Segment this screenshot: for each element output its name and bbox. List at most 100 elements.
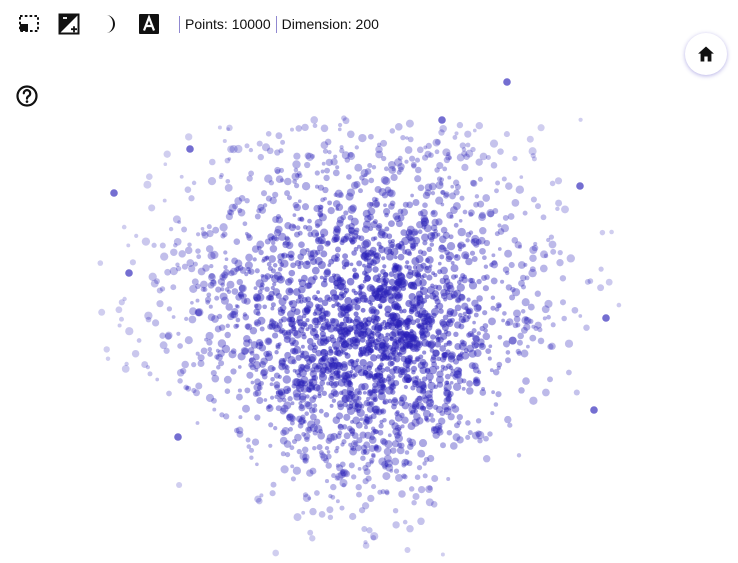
scatter-point (335, 499, 340, 504)
box-select-button[interactable] (16, 11, 42, 37)
scatter-point (473, 377, 479, 382)
scatter-point (390, 374, 396, 380)
scatter-point (255, 338, 264, 347)
scatter-point (247, 269, 252, 274)
scatter-point (297, 217, 302, 222)
scatter-point (345, 394, 354, 402)
scatter-point (252, 293, 261, 302)
scatter-point (414, 311, 421, 318)
scatter-point (456, 283, 465, 292)
scatter-point (256, 208, 262, 214)
scatter-point (217, 349, 225, 358)
scatter-point (482, 310, 488, 316)
scatter-point (255, 342, 263, 350)
scatter-point (482, 255, 487, 261)
scatter-point (378, 387, 386, 395)
scatter-point (409, 242, 416, 249)
scatter-point (342, 117, 350, 125)
scatter-point (482, 323, 489, 329)
scatter-point (364, 413, 369, 419)
scatter-point (358, 133, 367, 143)
scatter-point (159, 242, 166, 249)
scatter-point (415, 384, 420, 389)
scatter-point (217, 125, 222, 130)
scatter-point (541, 305, 550, 314)
scatter-point (506, 318, 514, 326)
scatter-point (397, 253, 405, 261)
scatter-point (432, 431, 440, 439)
scatter-point (433, 404, 439, 410)
scatter-point (519, 274, 527, 282)
scatter-point (501, 176, 507, 182)
scatter-point (151, 242, 157, 248)
scatter-point (242, 313, 250, 321)
scatter-point (317, 393, 322, 399)
scatter-point (489, 262, 494, 268)
scatter-point (176, 481, 183, 489)
scatter-point (287, 277, 294, 284)
scatter-point (326, 450, 331, 454)
toolbar-separator (275, 15, 277, 33)
scatter-point (280, 404, 289, 413)
scatter-point (299, 248, 308, 256)
scatter-point (310, 153, 316, 159)
scatter-point (409, 282, 418, 290)
scatter-point (335, 246, 341, 253)
scatter-point (369, 460, 374, 465)
scatter-point (419, 405, 425, 411)
scatter-point (298, 241, 305, 249)
scatter-point (278, 167, 285, 173)
scatter-point (328, 363, 334, 368)
scatter-point (188, 265, 196, 273)
scatter-point (238, 291, 244, 297)
text-label-button[interactable] (136, 11, 162, 37)
scatter-point (224, 388, 231, 394)
scatter-point (445, 395, 452, 402)
scatter-point (284, 177, 292, 186)
scatter-point (223, 375, 232, 384)
scatter-point (293, 393, 301, 401)
scatter-point (325, 158, 333, 167)
scatter-point (398, 240, 405, 247)
scatter-point (348, 231, 354, 237)
scatter-point (317, 184, 324, 191)
scatter-point (450, 274, 457, 280)
scatter-point (465, 231, 472, 238)
scatter-point (373, 236, 378, 241)
dark-mode-button[interactable] (96, 11, 122, 37)
scatter-point (388, 419, 395, 426)
scatter-point (533, 325, 539, 332)
scatter-point (249, 455, 254, 460)
scatter-point (495, 391, 502, 398)
scatter-point (292, 378, 301, 387)
scatter-point (246, 234, 253, 241)
scatter-point (395, 473, 403, 482)
scatter-point (380, 383, 387, 389)
scatter-point (366, 401, 371, 407)
home-button[interactable] (685, 33, 727, 75)
scatter-point (408, 237, 416, 245)
scatter-point (293, 330, 302, 339)
scatter-point (284, 190, 291, 197)
scatter-point (377, 429, 384, 436)
scatter-point (259, 493, 264, 498)
scatter-point (368, 391, 373, 396)
scatter-point (377, 389, 384, 395)
scatter-point (346, 403, 353, 411)
scatter-point (414, 157, 421, 163)
scatter-point (415, 318, 421, 324)
scatter-point (583, 324, 590, 331)
contrast-button[interactable] (56, 11, 82, 37)
scatter-point (587, 278, 594, 284)
scatter-point (460, 340, 467, 347)
help-button[interactable] (15, 84, 39, 108)
scatter-point (497, 334, 503, 340)
scatter-point (358, 235, 365, 242)
scatter-point (307, 496, 312, 501)
scatter-point (293, 345, 302, 354)
scatter-point (216, 365, 221, 370)
scatter-point (255, 279, 264, 288)
scatter-point (466, 344, 475, 353)
scatter-point (508, 261, 515, 269)
